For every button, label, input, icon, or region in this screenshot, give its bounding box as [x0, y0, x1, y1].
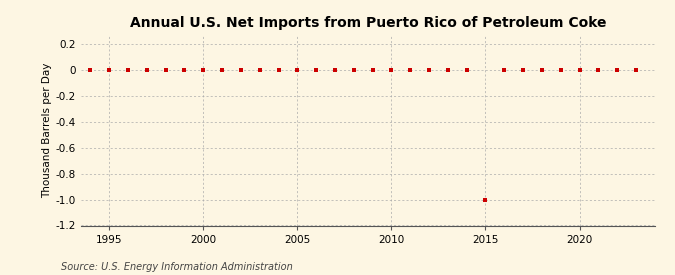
Point	[198, 67, 209, 72]
Point	[66, 67, 77, 72]
Point	[292, 67, 302, 72]
Point	[480, 197, 491, 202]
Point	[574, 67, 585, 72]
Point	[273, 67, 284, 72]
Text: Source: U.S. Energy Information Administration: Source: U.S. Energy Information Administ…	[61, 262, 292, 272]
Point	[310, 67, 321, 72]
Point	[367, 67, 378, 72]
Point	[442, 67, 453, 72]
Point	[612, 67, 622, 72]
Point	[499, 67, 510, 72]
Point	[160, 67, 171, 72]
Point	[217, 67, 227, 72]
Point	[518, 67, 529, 72]
Point	[236, 67, 246, 72]
Point	[179, 67, 190, 72]
Point	[329, 67, 340, 72]
Point	[556, 67, 566, 72]
Point	[142, 67, 153, 72]
Y-axis label: Thousand Barrels per Day: Thousand Barrels per Day	[42, 63, 51, 198]
Point	[461, 67, 472, 72]
Point	[123, 67, 134, 72]
Point	[424, 67, 435, 72]
Point	[630, 67, 641, 72]
Point	[537, 67, 547, 72]
Point	[85, 67, 96, 72]
Point	[104, 67, 115, 72]
Point	[254, 67, 265, 72]
Point	[386, 67, 397, 72]
Point	[593, 67, 603, 72]
Point	[405, 67, 416, 72]
Title: Annual U.S. Net Imports from Puerto Rico of Petroleum Coke: Annual U.S. Net Imports from Puerto Rico…	[130, 16, 606, 31]
Point	[348, 67, 359, 72]
